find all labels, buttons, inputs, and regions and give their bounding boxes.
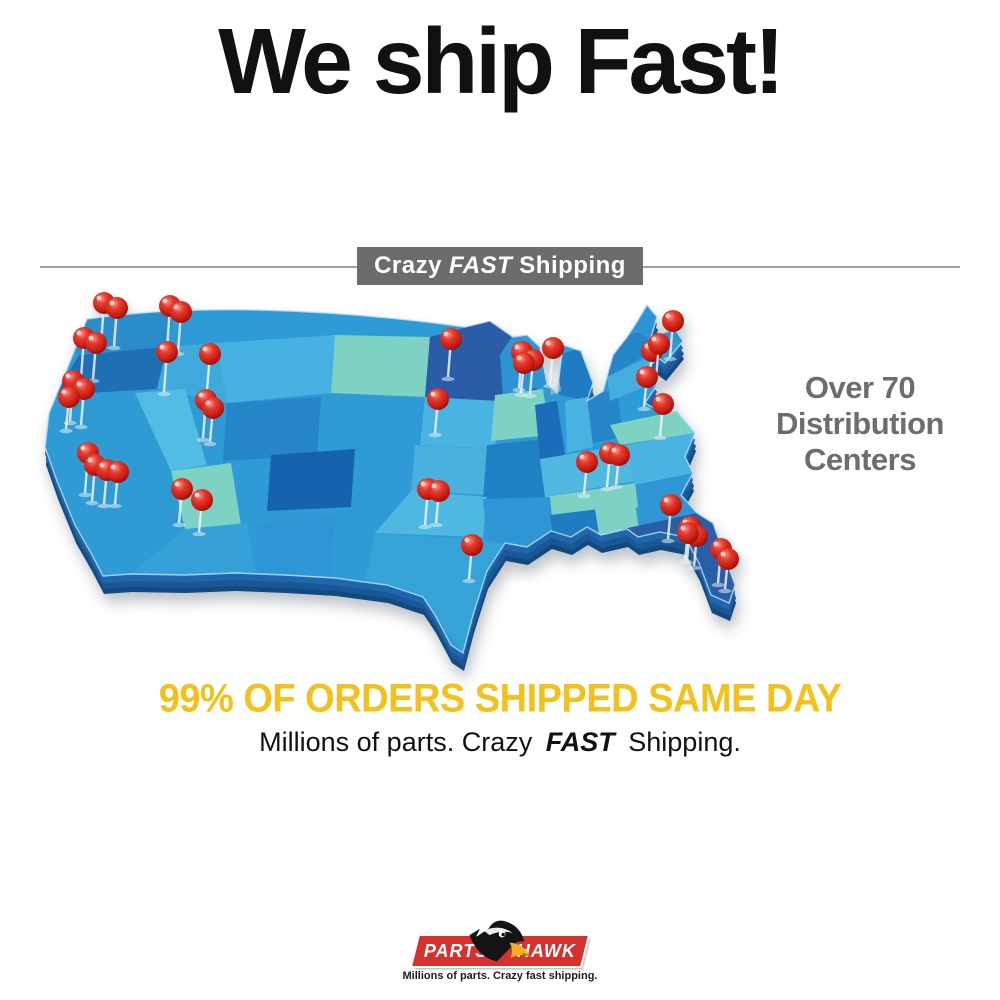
location-pin — [427, 388, 449, 438]
location-pin — [58, 386, 80, 434]
location-pin — [652, 393, 674, 441]
location-pin — [660, 494, 682, 544]
location-pin — [513, 352, 535, 398]
location-pin — [156, 341, 178, 397]
location-pin — [608, 444, 630, 490]
pin-layer — [58, 292, 739, 594]
subheadline: Millions of parts. Crazy FAST Shipping. — [0, 727, 1000, 758]
page-title: We ship Fast! — [218, 9, 785, 113]
location-pin — [662, 310, 684, 362]
hawk-icon — [469, 920, 530, 962]
location-pin — [428, 480, 450, 528]
banner-emphasis: FAST — [448, 252, 513, 279]
location-pin — [171, 478, 193, 528]
note-line-1: Over 70 — [804, 370, 916, 405]
location-pin — [717, 548, 739, 594]
note-line-2: Distribution — [776, 405, 944, 441]
subheadline-prefix: Millions of parts. Crazy — [259, 727, 533, 757]
shipping-banner: Crazy FAST Shipping — [357, 247, 643, 285]
location-pin — [440, 328, 462, 382]
logo-tagline: Millions of parts. Crazy fast shipping. — [402, 970, 598, 982]
location-pin — [461, 534, 483, 584]
location-pin — [191, 489, 213, 537]
distribution-note: Over 70 Distribution Centers — [742, 370, 978, 478]
location-pin — [106, 297, 128, 351]
location-pin — [107, 461, 129, 509]
us-map — [35, 285, 745, 685]
banner-suffix: Shipping — [519, 252, 626, 279]
headline: 99% OF ORDERS SHIPPED SAME DAY — [158, 677, 842, 721]
subheadline-emphasis: FAST — [545, 727, 615, 757]
us-map-svg — [44, 292, 739, 671]
location-pin — [677, 522, 699, 564]
banner-prefix: Crazy — [374, 252, 442, 279]
location-pin — [636, 366, 658, 412]
location-pin — [576, 451, 598, 499]
partshawk-logo: PARTS HAWK Millions of parts. Crazy fast… — [0, 912, 1000, 992]
subheadline-suffix: Shipping. — [628, 727, 741, 757]
note-line-3: Centers — [804, 441, 916, 477]
location-pin — [542, 337, 564, 389]
location-pin — [202, 397, 224, 447]
